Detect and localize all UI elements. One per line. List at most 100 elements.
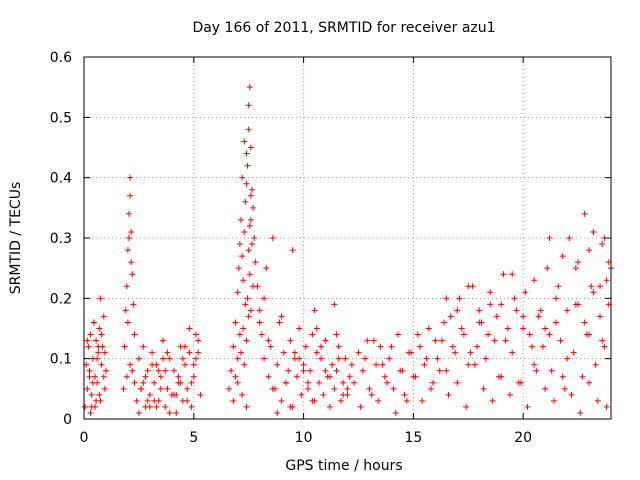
data-point [581,319,588,326]
data-point [166,355,173,362]
data-point [245,102,252,109]
data-point [235,265,242,272]
data-point [500,271,507,278]
data-point [603,403,610,410]
data-point [234,355,241,362]
data-point [564,355,571,362]
data-point [498,373,505,380]
data-point [269,235,276,241]
data-point [254,283,261,290]
data-point [126,235,133,241]
data-point [160,355,167,362]
data-point [333,367,340,374]
data-point [242,301,249,308]
data-point [157,373,164,380]
data-point [592,361,599,368]
data-point [370,337,377,344]
data-point [100,373,107,380]
data-point [335,343,342,350]
data-point [485,331,492,338]
data-point [337,397,344,404]
data-point [146,403,153,410]
data-point [280,349,287,356]
data-point [340,379,347,386]
data-point [96,391,103,398]
data-point [599,241,606,248]
data-points [82,84,614,416]
data-point [243,337,250,344]
y-tick-label: 0.3 [50,231,72,247]
data-point [89,379,96,386]
data-point [135,409,142,416]
data-point [542,325,549,332]
data-point [546,331,553,338]
data-point [474,343,481,350]
data-point [244,162,251,169]
data-point [476,319,483,326]
data-point [603,277,610,284]
data-point [454,379,461,386]
data-point [124,319,131,326]
x-tick-label: 0 [80,430,89,446]
data-point [140,343,147,350]
grid-lines [84,57,611,419]
data-point [129,271,136,278]
data-point [129,367,136,374]
data-point [489,397,496,404]
data-point [467,349,474,356]
data-point [241,138,248,145]
data-point [197,391,204,398]
data-point [401,391,408,398]
data-point [87,409,94,416]
axis-ticks: 0 5 10 15 20 0 0.1 0.2 0.3 0.4 0.5 0.6 [50,50,611,446]
y-tick-label: 0.6 [50,50,72,66]
data-point [225,385,232,392]
data-point [289,247,296,254]
data-point [244,295,251,302]
data-point [128,259,135,266]
data-point [261,295,268,302]
data-point [531,277,538,284]
data-point [122,307,129,314]
data-point [162,403,169,410]
data-point [120,385,127,392]
data-point [326,403,333,410]
data-point [456,295,463,302]
data-point [184,397,191,404]
data-point [131,379,138,386]
data-point [274,409,281,416]
data-point [357,403,364,410]
data-point [575,259,582,266]
data-point [263,265,270,272]
data-point [487,301,494,308]
data-point [520,325,527,332]
data-point [390,385,397,392]
data-point [318,355,325,362]
data-point [344,385,351,392]
data-point [599,337,606,344]
data-point [232,373,239,380]
data-point [100,313,107,320]
data-point [559,373,566,380]
data-point [421,361,428,368]
data-point [276,319,283,326]
data-point [375,397,382,404]
data-point [579,373,586,380]
data-point [588,283,595,290]
data-point [476,307,483,314]
data-point [368,391,375,398]
data-point [269,385,276,392]
data-point [318,343,325,350]
data-point [239,253,246,260]
data-point [531,361,538,368]
data-point [155,367,162,374]
data-point [482,355,489,362]
data-point [465,361,472,368]
data-point [84,337,91,344]
data-point [403,397,410,404]
data-point [309,397,316,404]
data-point [601,343,608,350]
data-point [355,349,362,356]
data-point [232,319,239,326]
data-point [179,355,186,362]
